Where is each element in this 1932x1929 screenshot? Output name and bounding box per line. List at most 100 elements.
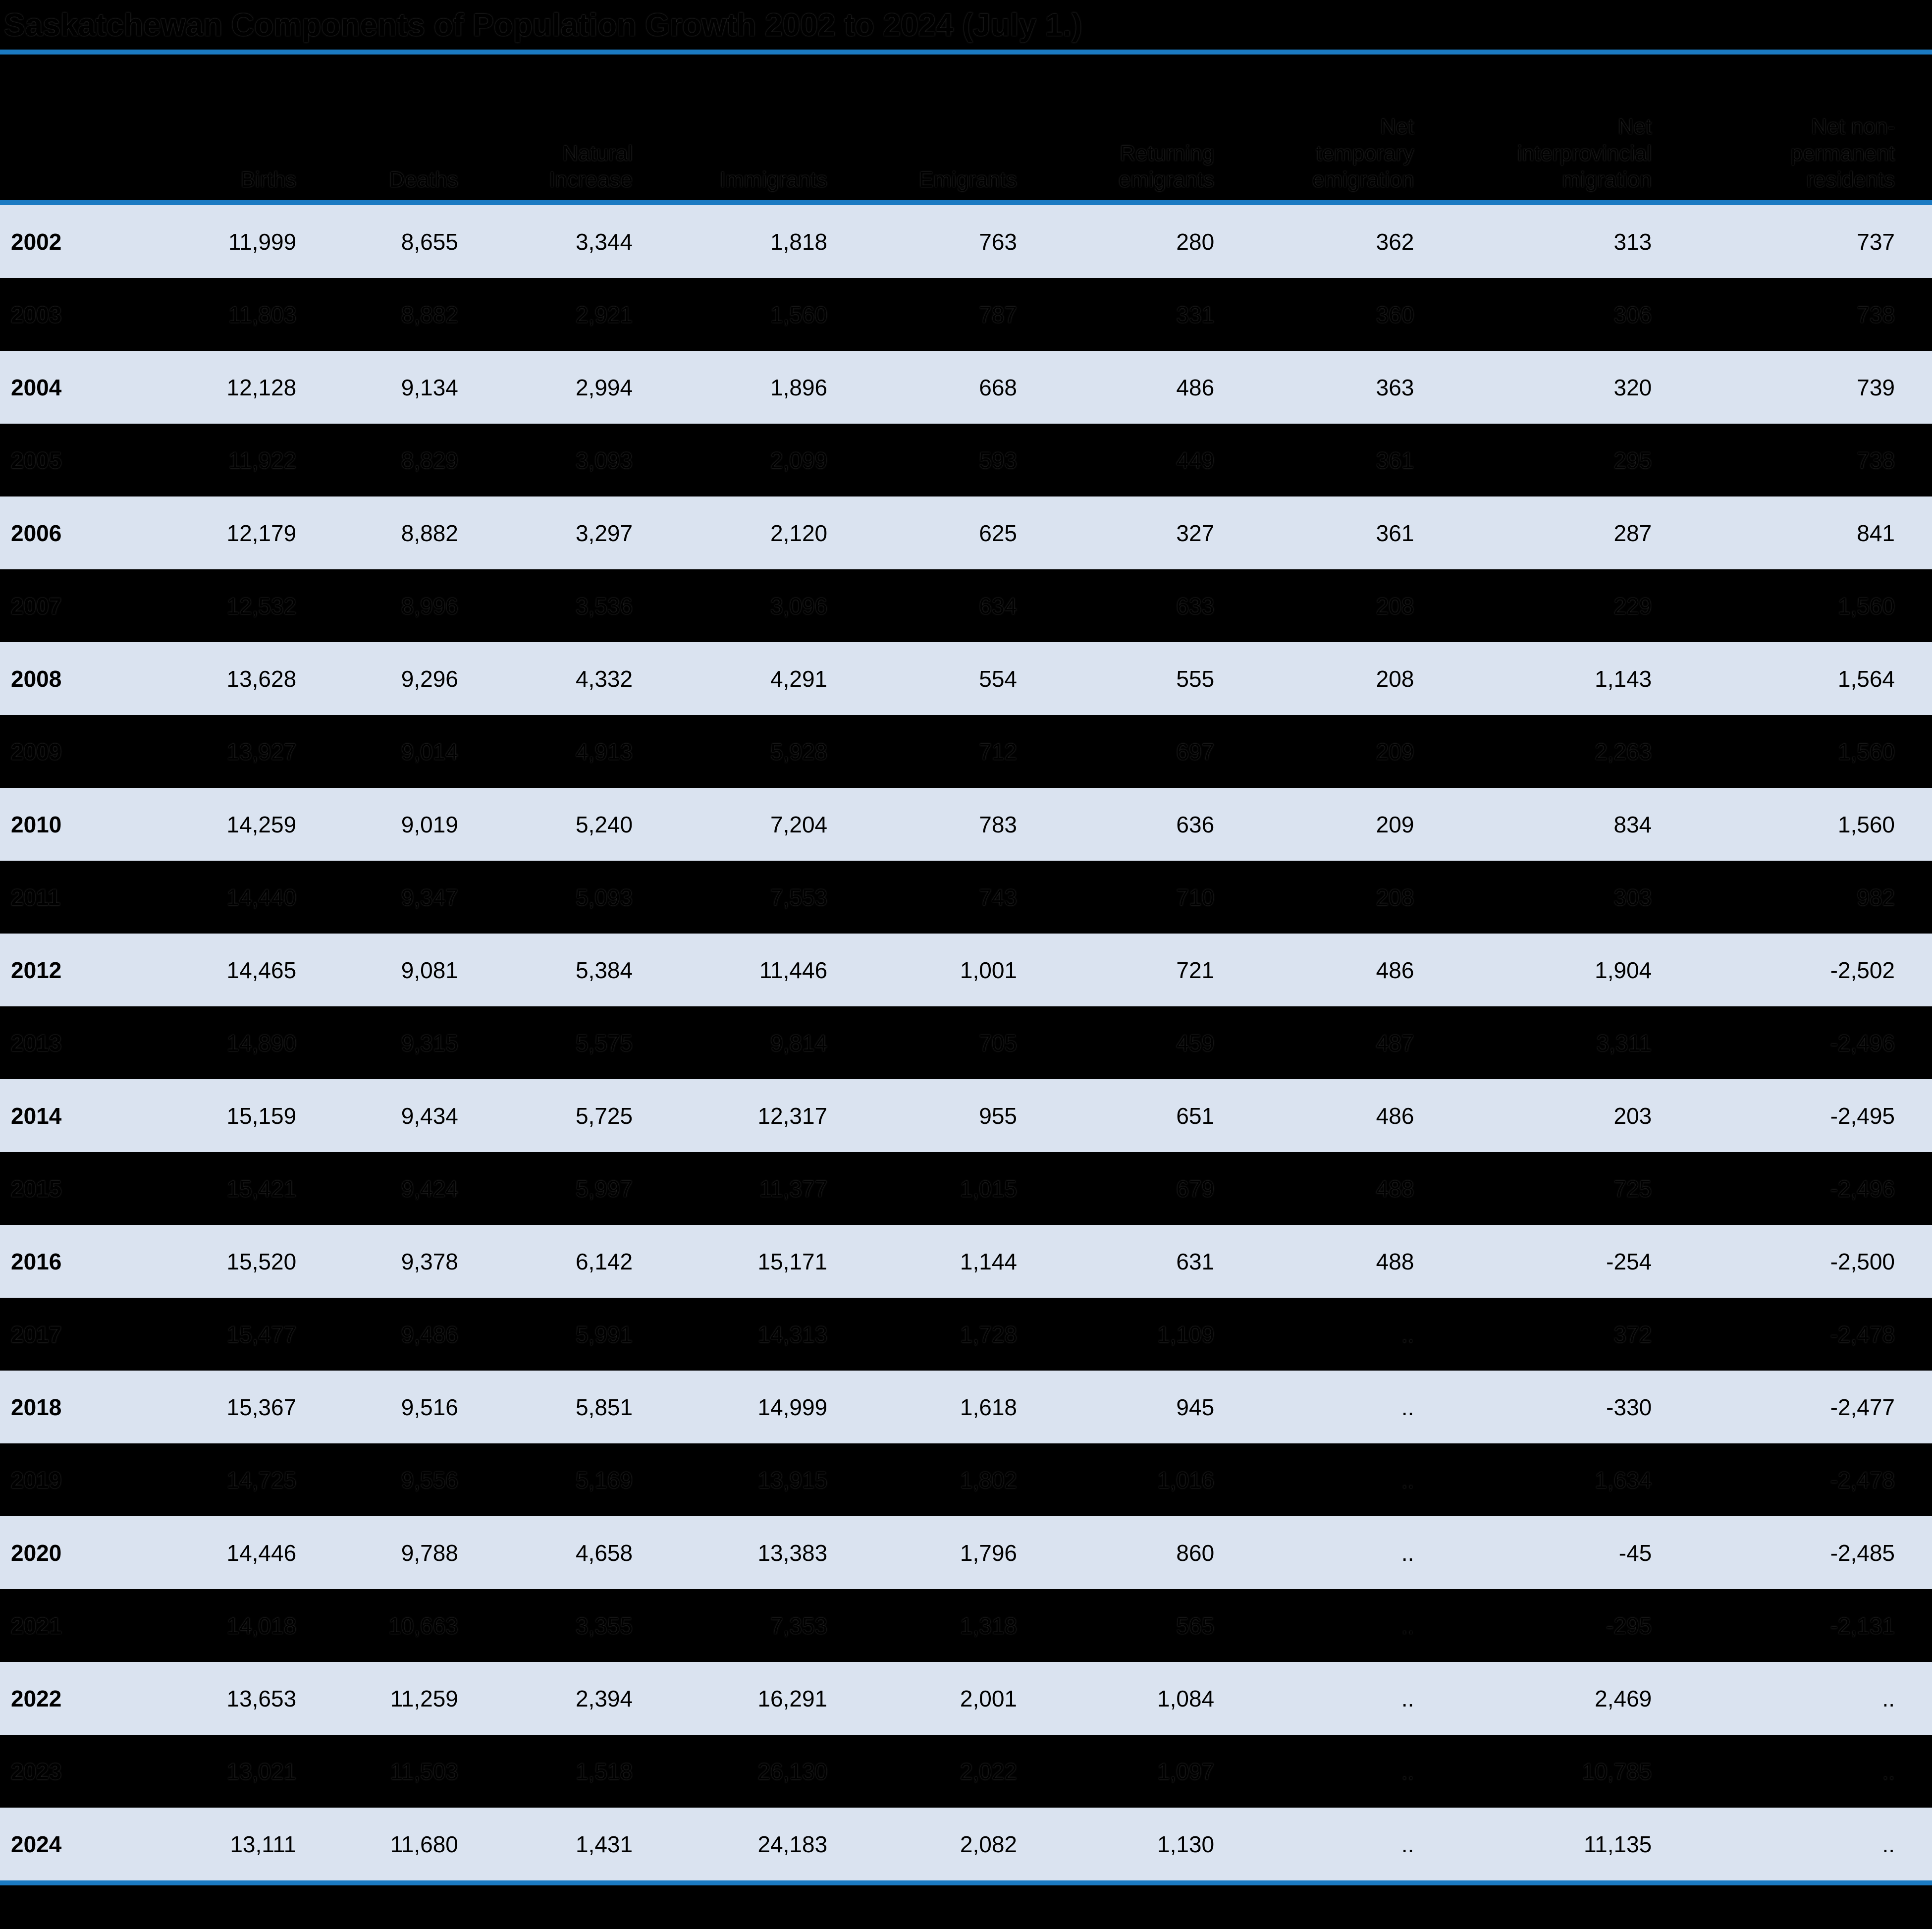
value-cell: .. <box>1882 1758 1895 1784</box>
value-cell: 743 <box>979 884 1017 910</box>
value-cell: 565 <box>1176 1612 1215 1639</box>
value-cell: 361 <box>1376 447 1414 473</box>
value-cell: 2,082 <box>960 1831 1017 1857</box>
value-cell: .. <box>1401 1394 1414 1420</box>
table-row: 2024 13,111 11,680 1,431 24,183 2,082 1,130.. 1… <box>0 1808 1932 1883</box>
value-cell: 9,081 <box>401 957 458 983</box>
value-cell: .. <box>1401 1540 1414 1566</box>
value-cell: 15,367 <box>226 1394 297 1420</box>
value-cell: 13,628 <box>226 665 297 692</box>
value-cell: -2,496 <box>1830 1175 1895 1202</box>
value-cell: 9,014 <box>401 738 458 765</box>
value-cell: 7,204 <box>770 811 828 837</box>
value-cell: 295 <box>1613 447 1652 473</box>
value-cell: 1,634 <box>1595 1467 1652 1493</box>
value-cell: 945 <box>1176 1394 1215 1420</box>
value-cell: .. <box>1401 1467 1414 1493</box>
table-row: 2023 13,021 11,503 1,518 26,130 2,022 1,097.. 1… <box>0 1735 1932 1808</box>
value-cell: 668 <box>979 374 1017 400</box>
table-row: 2019 14,725 9,556 5,169 13,915 1,802 1,016.. 1,… <box>0 1443 1932 1516</box>
value-cell: 14,440 <box>226 884 297 910</box>
value-cell: 209 <box>1376 738 1414 765</box>
value-cell: 487 <box>1376 1030 1414 1056</box>
value-cell: 303 <box>1613 884 1652 910</box>
value-cell: 3,536 <box>575 593 633 619</box>
value-cell: 9,378 <box>401 1248 458 1274</box>
value-cell: 11,135 <box>1583 1831 1652 1857</box>
value-cell: 12,128 <box>226 374 297 400</box>
value-cell: 2,921 <box>575 301 633 328</box>
value-cell: 203 <box>1613 1102 1652 1129</box>
value-cell: 488 <box>1376 1248 1414 1274</box>
value-cell: 363 <box>1376 374 1414 400</box>
value-cell: 2,120 <box>770 520 828 546</box>
table-header: Births Deaths Natural Increase Immigrants Em… <box>0 55 1932 205</box>
table-row: 2016 15,520 9,378 6,142 15,171 1,144 631 488 -25… <box>0 1225 1932 1298</box>
value-cell: 5,384 <box>575 957 633 983</box>
table-row: 2013 14,890 9,315 5,575 9,814 705 459 487 3,311 -… <box>0 1006 1932 1079</box>
value-cell: 1,560 <box>1837 738 1895 765</box>
year-cell: 2002 <box>11 228 62 255</box>
year-cell: 2010 <box>11 811 62 837</box>
value-cell: 4,291 <box>770 665 828 692</box>
value-cell: 5,575 <box>575 1030 633 1056</box>
value-cell: 4,332 <box>575 665 633 692</box>
value-cell: 3,344 <box>575 228 633 255</box>
value-cell: 361 <box>1376 520 1414 546</box>
population-components-table: Births Deaths Natural Increase Immigrants Em… <box>0 55 1932 1885</box>
value-cell: 3,096 <box>770 593 828 619</box>
value-cell: 1,896 <box>770 374 828 400</box>
value-cell: .. <box>1401 1758 1414 1784</box>
value-cell: 1,144 <box>960 1248 1017 1274</box>
year-cell: 2011 <box>11 884 60 910</box>
column-header: Returning emigrants <box>1039 55 1237 205</box>
value-cell: -2,477 <box>1830 1394 1895 1420</box>
value-cell: 593 <box>979 447 1017 473</box>
value-cell: 712 <box>979 738 1017 765</box>
value-cell: 1,904 <box>1595 957 1652 983</box>
table-row: 2008 13,628 9,296 4,332 4,291 554 555 208 1,143 1… <box>0 642 1932 715</box>
value-cell: 1,560 <box>770 301 828 328</box>
value-cell: 9,516 <box>401 1394 458 1420</box>
value-cell: 13,383 <box>757 1540 828 1566</box>
column-header: Net interprovincial migration <box>1436 55 1674 205</box>
value-cell: 362 <box>1376 228 1414 255</box>
value-cell: 26,130 <box>757 1758 828 1784</box>
value-cell: 13,021 <box>226 1758 297 1784</box>
value-cell: .. <box>1882 1831 1895 1857</box>
value-cell: 5,851 <box>575 1394 633 1420</box>
value-cell: 955 <box>979 1102 1017 1129</box>
year-cell: 2020 <box>11 1540 62 1566</box>
value-cell: -45 <box>1618 1540 1652 1566</box>
value-cell: 331 <box>1176 301 1215 328</box>
year-cell: 2008 <box>11 665 62 692</box>
value-cell: 834 <box>1613 811 1652 837</box>
value-cell: 9,315 <box>401 1030 458 1056</box>
value-cell: .. <box>1401 1831 1414 1857</box>
table-row: 2006 12,179 8,882 3,297 2,120 625 327 361 287 841 <box>0 496 1932 569</box>
year-cell: 2022 <box>11 1685 62 1711</box>
value-cell: .. <box>1401 1685 1414 1711</box>
header-row: Births Deaths Natural Increase Immigrants Em… <box>0 55 1932 205</box>
value-cell: 488 <box>1376 1175 1414 1202</box>
value-cell: 1,564 <box>1837 665 1895 692</box>
value-cell: .. <box>1401 1612 1414 1639</box>
value-cell: 5,928 <box>770 738 828 765</box>
year-cell: 2005 <box>11 447 62 473</box>
value-cell: 1,802 <box>960 1467 1017 1493</box>
value-cell: 9,556 <box>401 1467 458 1493</box>
value-cell: 280 <box>1176 228 1215 255</box>
value-cell: 8,882 <box>401 520 458 546</box>
year-cell: 2021 <box>11 1612 62 1639</box>
value-cell: 12,532 <box>226 593 297 619</box>
value-cell: 5,725 <box>575 1102 633 1129</box>
value-cell: 3,355 <box>575 1612 633 1639</box>
value-cell: 679 <box>1176 1175 1215 1202</box>
year-cell: 2017 <box>11 1321 62 1347</box>
value-cell: 6,142 <box>575 1248 633 1274</box>
value-cell: 2,263 <box>1595 738 1652 765</box>
year-cell: 2009 <box>11 738 62 765</box>
value-cell: -2,131 <box>1830 1612 1895 1639</box>
value-cell: 2,001 <box>960 1685 1017 1711</box>
value-cell: 725 <box>1613 1175 1652 1202</box>
